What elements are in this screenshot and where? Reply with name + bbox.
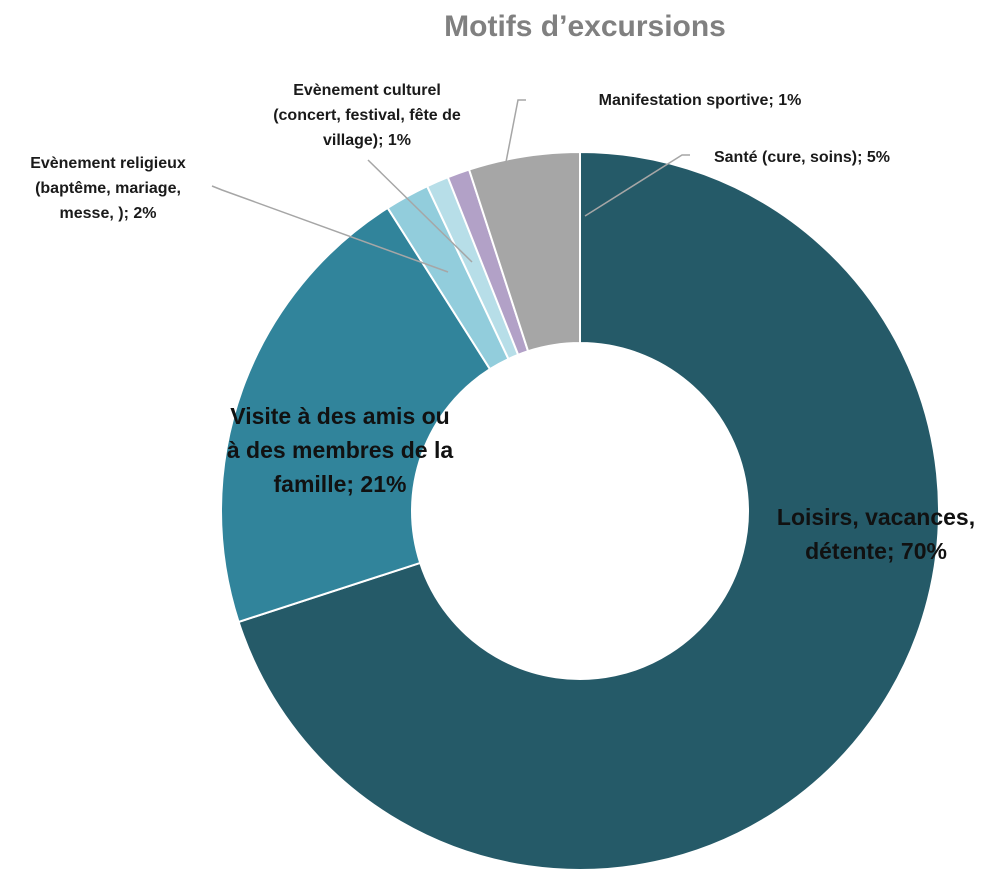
donut-slices bbox=[220, 150, 940, 870]
data-labels: Loisirs, vacances, détente; 70% Visite à d… bbox=[30, 82, 975, 564]
leader-lines bbox=[211, 99, 690, 273]
label-sante-line: Santé (cure, soins); 5% bbox=[714, 149, 890, 166]
label-evenement-culturel-line: (concert, festival, fête de bbox=[273, 107, 461, 124]
label-loisirs-line: détente; 70% bbox=[805, 538, 947, 564]
label-loisirs: Loisirs, vacances, détente; 70% bbox=[777, 504, 975, 564]
label-manifestation-sportive: Manifestation sportive; 1% bbox=[599, 92, 802, 109]
label-evenement-religieux: Evènement religieux (baptême, mariage, mes… bbox=[30, 155, 186, 222]
label-evenement-culturel: Evènement culturel (concert, festival, fê… bbox=[273, 82, 461, 149]
label-visite-amis-line: à des membres de la bbox=[227, 437, 453, 463]
leader-evenement-religieux bbox=[211, 185, 449, 273]
label-evenement-religieux-line: messe, ); 2% bbox=[60, 205, 157, 222]
label-visite-amis-line: famille; 21% bbox=[274, 471, 407, 497]
label-visite-amis: Visite à des amis ou à des membres de la f… bbox=[227, 403, 453, 497]
label-sante: Santé (cure, soins); 5% bbox=[714, 149, 890, 166]
label-evenement-culturel-line: village); 1% bbox=[323, 132, 411, 149]
label-evenement-religieux-line: Evènement religieux bbox=[30, 155, 186, 172]
leader-manifestation-sportive bbox=[505, 99, 526, 163]
leader-sante bbox=[584, 154, 690, 217]
label-visite-amis-line: Visite à des amis ou bbox=[230, 403, 449, 429]
slice-loisirs-vacances-detente bbox=[237, 150, 940, 870]
label-manifestation-sportive-line: Manifestation sportive; 1% bbox=[599, 92, 802, 109]
slice-sante-cure-soins bbox=[467, 150, 581, 353]
slice-visite-a-des-amis-ou-a-des-membres-de-la-famille bbox=[220, 206, 492, 624]
label-loisirs-line: Loisirs, vacances, bbox=[777, 504, 975, 530]
leader-evenement-culturel bbox=[367, 159, 473, 263]
label-evenement-religieux-line: (baptême, mariage, bbox=[35, 180, 181, 197]
label-evenement-culturel-line: Evènement culturel bbox=[293, 82, 441, 99]
chart-title: Motifs d’excursions bbox=[444, 10, 726, 43]
